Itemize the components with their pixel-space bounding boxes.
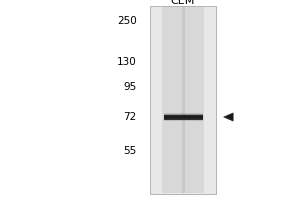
Bar: [164, 114, 202, 119]
Bar: [182, 7, 184, 193]
Bar: [164, 115, 202, 119]
Text: 72: 72: [123, 112, 136, 122]
Bar: [162, 7, 204, 193]
Text: 250: 250: [117, 16, 136, 26]
Bar: [164, 116, 202, 118]
Polygon shape: [224, 113, 233, 121]
Bar: [164, 116, 202, 118]
Bar: [164, 113, 202, 121]
Text: 95: 95: [123, 82, 136, 92]
Text: 130: 130: [117, 57, 136, 67]
Bar: [164, 114, 202, 120]
Text: 55: 55: [123, 146, 136, 156]
Text: CEM: CEM: [171, 0, 195, 6]
Bar: [150, 6, 216, 194]
